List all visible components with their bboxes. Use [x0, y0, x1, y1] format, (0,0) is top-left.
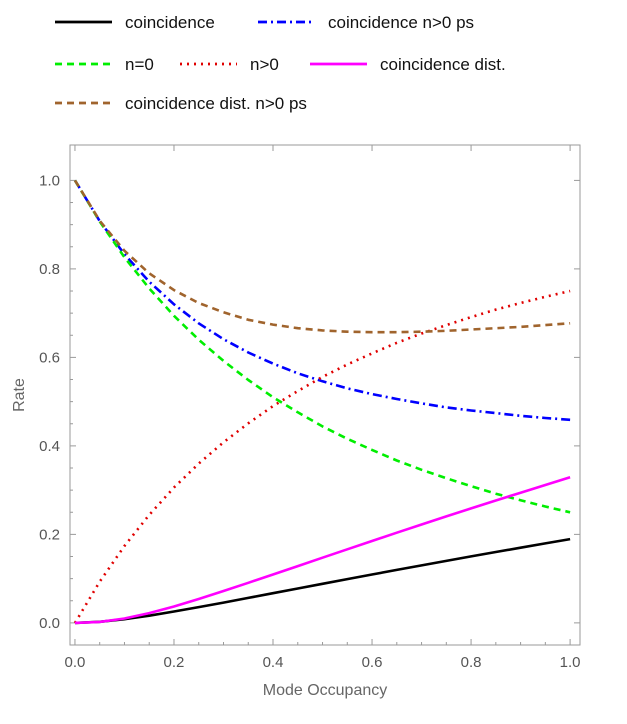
legend-label-5: coincidence dist. n>0 ps	[125, 94, 307, 113]
y-tick-label: 0.8	[39, 261, 60, 278]
y-axis-label: Rate	[11, 378, 28, 412]
series-lines	[73, 179, 571, 625]
x-axis-label: Mode Occupancy	[263, 682, 388, 699]
x-tick-label: 0.8	[461, 654, 482, 671]
y-tick-label: 0.4	[39, 438, 60, 455]
plot-frame	[69, 144, 581, 646]
series-line-0	[74, 537, 571, 625]
legend-label-0: coincidence	[125, 13, 215, 32]
series-line-3	[73, 289, 571, 624]
x-tick-label: 0.2	[164, 654, 185, 671]
y-tick-label: 0.2	[39, 526, 60, 543]
x-tick-label: 0.4	[263, 654, 284, 671]
y-tick-label: 0.0	[39, 615, 60, 632]
y-axis: 0.0 0.2 0.4 0.6 0.8 1.0	[39, 172, 580, 632]
series-line-2	[73, 179, 571, 514]
legend-label-1: coincidence n>0 ps	[328, 13, 474, 32]
legend-label-4: coincidence dist.	[380, 55, 506, 74]
legend: coincidence coincidence n>0 ps n=0 n>0 coinc…	[55, 13, 506, 113]
legend-label-2: n=0	[125, 55, 154, 74]
y-tick-label: 0.6	[39, 349, 60, 366]
legend-label-3: n>0	[250, 55, 279, 74]
y-tick-label: 1.0	[39, 172, 60, 189]
series-line-4	[74, 476, 571, 625]
x-axis: 0.0 0.2 0.4 0.6 0.8 1.0	[65, 145, 581, 671]
x-tick-label: 1.0	[560, 654, 581, 671]
series-line-5	[73, 179, 571, 334]
series-line-1	[73, 179, 571, 422]
x-tick-label: 0.6	[362, 654, 383, 671]
x-tick-label: 0.0	[65, 654, 86, 671]
